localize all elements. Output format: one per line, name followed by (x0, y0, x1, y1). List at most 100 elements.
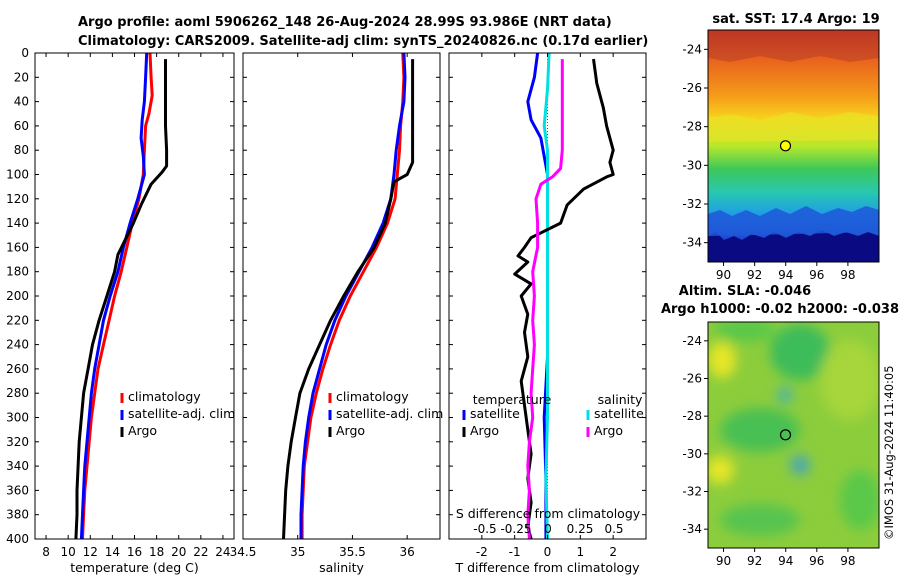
map-y-tick-label: -34 (682, 522, 702, 536)
x-tick-label: 12 (83, 545, 98, 559)
legend-label: Argo (336, 423, 365, 438)
figure-title-line-1: Argo profile: aoml 5906262_148 26-Aug-20… (78, 15, 612, 30)
sla-map (707, 321, 880, 549)
y-tick-label: 160 (6, 240, 29, 254)
s-diff-tick-label: 0 (544, 522, 552, 536)
y-tick-label: 360 (6, 483, 29, 497)
legend-label: Argo (594, 423, 623, 438)
salinity-frame (242, 52, 441, 540)
y-tick-label: 0 (21, 46, 29, 60)
y-tick-label: 120 (6, 192, 29, 206)
sst-map-title: sat. SST: 17.4 Argo: 19 (712, 12, 879, 27)
map-y-tick-label: -26 (682, 81, 702, 95)
legend-label: Argo (128, 423, 157, 438)
temperature-frame (34, 52, 235, 540)
sst-blue-band (708, 206, 879, 236)
legend-label: climatology (336, 389, 409, 404)
legend-label: climatology (128, 389, 201, 404)
difference-top-label: S difference from climatology (456, 506, 641, 521)
y-tick-label: 100 (6, 168, 29, 182)
y-tick-label: 140 (6, 216, 29, 230)
sla-blob-i (840, 470, 879, 530)
legend-title-temperature: temperature (473, 392, 552, 407)
x-tick-label: 8 (42, 545, 50, 559)
x-tick-label: -2 (476, 545, 488, 559)
salinity-xlabel: salinity (319, 560, 364, 575)
s-diff-tick-label: -0.5 (473, 522, 496, 536)
sla-blob-e (720, 408, 800, 452)
figure-title-line-2: Climatology: CARS2009. Satellite-adj cli… (78, 34, 648, 49)
x-tick-label: 20 (171, 545, 186, 559)
x-tick-label: 10 (61, 545, 76, 559)
map-y-tick-label: -30 (682, 158, 702, 172)
legend-title-salinity: salinity (598, 392, 643, 407)
temperature-series-argo (74, 59, 169, 540)
y-tick-label: 320 (6, 435, 29, 449)
salinity-panel: 34.5 35 35.5 36 salinity climatology satellite… (230, 52, 443, 575)
x-tick-label: 22 (193, 545, 208, 559)
sla-blob-h (820, 340, 879, 420)
difference-panel: -2 -1 0 1 2T difference from climatology temp… (448, 52, 647, 575)
sla-blob-j (720, 504, 800, 536)
map-y-tick-label: -24 (682, 334, 702, 348)
salinity-series-climatology (300, 52, 406, 539)
map-x-tick-label: 92 (747, 554, 762, 568)
y-tick-label: 340 (6, 459, 29, 473)
y-tick-label: 220 (6, 313, 29, 327)
map-x-tick-label: 96 (809, 554, 824, 568)
x-tick-label: 24 (215, 545, 230, 559)
sst-cold-band (708, 230, 879, 262)
map-y-tick-label: -32 (682, 197, 702, 211)
map-y-tick-label: -34 (682, 236, 702, 250)
legend-label: satellite (470, 406, 520, 421)
x-tick-label: 0 (544, 545, 552, 559)
sst-map-frame (707, 29, 880, 263)
sla-map-title-line-2: Argo h1000: -0.02 h2000: -0.038 (661, 302, 899, 317)
difference-xlabel: T difference from climatology (454, 560, 640, 575)
y-tick-label: 200 (6, 289, 29, 303)
x-tick-label: 36 (400, 545, 415, 559)
x-tick-label: 35.5 (339, 545, 366, 559)
difference-series-argo-temperature (513, 58, 615, 540)
y-tick-label: 260 (6, 362, 29, 376)
temperature-panel: 8 10 12 14 16 18 20 22 2402040608010012014016018… (6, 46, 235, 575)
map-y-tick-label: -28 (682, 409, 702, 423)
y-tick-label: 80 (14, 143, 29, 157)
s-diff-tick-label: -0.25 (500, 522, 531, 536)
sla-map-axes: 90 92 94 96 98 -24 -26 -28 -30 -32 -34 (682, 334, 855, 568)
map-x-tick-label: 94 (778, 554, 793, 568)
legend-label: satellite-adj. clim (128, 406, 235, 421)
sla-blob-b (715, 322, 775, 342)
map-x-tick-label: 92 (747, 268, 762, 282)
argo-position-marker (779, 140, 792, 152)
sst-yellow-band (708, 112, 879, 142)
salinity-series-argo (282, 59, 415, 540)
imos-watermark: ©IMOS 31-Aug-2024 11:40:05 (882, 365, 896, 540)
difference-series-argo-salinity (526, 59, 564, 540)
legend-label: satellite (594, 406, 644, 421)
map-y-tick-label: -26 (682, 372, 702, 386)
salinity-series-satellite-adj-clim (299, 52, 407, 539)
temperature-xlabel: temperature (deg C) (70, 560, 199, 575)
temperature-series-climatology (81, 52, 154, 540)
sla-blob-a (708, 342, 736, 378)
y-tick-label: 380 (6, 508, 29, 522)
y-tick-label: 300 (6, 411, 29, 425)
x-tick-label: 14 (105, 545, 120, 559)
map-y-tick-label: -24 (682, 42, 702, 56)
map-y-tick-label: -30 (682, 447, 702, 461)
argo-position-marker (779, 429, 792, 441)
map-x-tick-label: 98 (840, 554, 855, 568)
sla-blob-f (708, 456, 734, 484)
sla-blob-g (790, 455, 810, 475)
x-tick-label: -1 (509, 545, 521, 559)
y-tick-label: 60 (14, 119, 29, 133)
y-tick-label: 240 (6, 338, 29, 352)
s-diff-tick-label: 0.5 (604, 522, 623, 536)
difference-series-satellite-salinity (542, 52, 551, 540)
map-x-tick-label: 90 (716, 268, 731, 282)
y-tick-label: 400 (6, 532, 29, 546)
sla-blob-c (770, 324, 830, 380)
legend-label: Argo (470, 423, 499, 438)
